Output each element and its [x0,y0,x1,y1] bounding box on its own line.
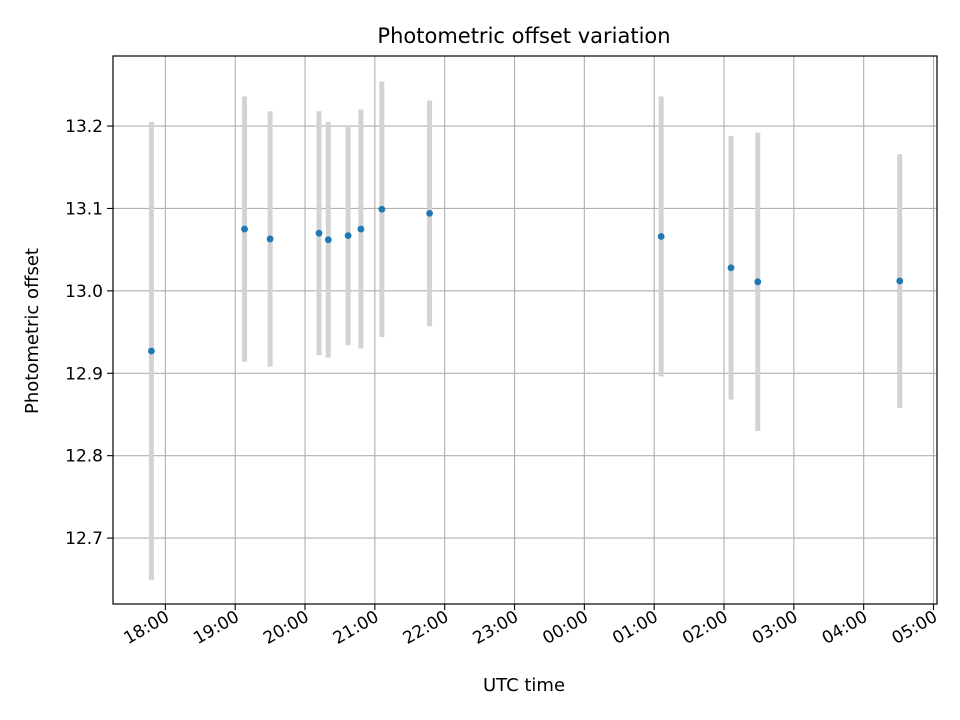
chart-title: Photometric offset variation [377,24,670,48]
data-points [148,205,904,355]
data-point [148,347,155,355]
y-axis-ticks: 12.7 12.8 12.9 13.0 13.1 13.2 [65,117,113,549]
y-tick-label: 13.1 [65,199,103,219]
data-point [754,278,762,286]
data-point [344,232,352,240]
y-tick-label: 13.2 [65,117,103,137]
grid-lines [113,56,937,604]
y-tick-label: 12.7 [65,529,103,549]
data-point [426,209,433,217]
data-point [657,233,665,240]
data-point [378,205,386,213]
y-axis-label: Photometric offset [22,248,43,414]
data-point [266,235,274,243]
data-point [357,225,365,233]
plot-frame [112,55,938,605]
data-point [727,264,735,272]
data-point [896,277,904,285]
y-tick-label: 12.8 [65,447,103,467]
data-point [315,229,323,237]
data-point [241,225,248,233]
data-point [324,236,332,244]
y-tick-label: 13.0 [65,282,103,302]
x-axis-label: UTC time [483,675,565,696]
y-tick-label: 12.9 [65,364,103,384]
